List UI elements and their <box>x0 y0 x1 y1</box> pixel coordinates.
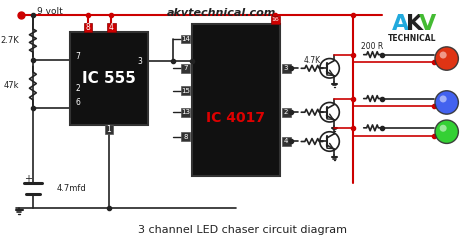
Circle shape <box>435 91 458 114</box>
Text: 2.7K: 2.7K <box>0 36 19 45</box>
Text: 2: 2 <box>75 84 80 93</box>
Text: 3 channel LED chaser circuit diagram: 3 channel LED chaser circuit diagram <box>138 225 347 235</box>
Text: 4: 4 <box>284 138 288 144</box>
Text: 14: 14 <box>181 36 190 42</box>
Text: 47k: 47k <box>4 81 19 90</box>
Text: 4: 4 <box>109 23 114 32</box>
Text: 13: 13 <box>181 109 190 115</box>
Text: 1: 1 <box>107 125 111 134</box>
Circle shape <box>435 47 458 70</box>
Bar <box>181 86 190 95</box>
Bar <box>282 137 291 146</box>
Bar <box>70 32 148 125</box>
Circle shape <box>440 52 447 59</box>
Bar <box>181 35 190 43</box>
Text: 8: 8 <box>183 134 188 140</box>
Text: 4.7K: 4.7K <box>303 56 320 65</box>
Text: 3: 3 <box>138 57 143 66</box>
Text: 2: 2 <box>284 109 288 115</box>
Text: K: K <box>406 14 423 34</box>
Text: A: A <box>392 14 409 34</box>
Bar <box>282 108 291 117</box>
Text: 7: 7 <box>75 52 80 61</box>
Text: 3: 3 <box>284 65 288 71</box>
Bar <box>83 23 92 32</box>
Text: 15: 15 <box>181 88 190 94</box>
Text: 8: 8 <box>86 23 91 32</box>
Text: 7: 7 <box>183 65 188 71</box>
Circle shape <box>435 120 458 144</box>
Circle shape <box>440 125 447 132</box>
Text: V: V <box>419 14 437 34</box>
Bar <box>181 64 190 73</box>
Text: akvtechnical.com: akvtechnical.com <box>166 8 276 18</box>
Text: IC 555: IC 555 <box>82 71 136 86</box>
Text: 9 volt: 9 volt <box>37 7 63 16</box>
Bar <box>105 125 113 134</box>
Text: +: + <box>24 174 32 184</box>
Circle shape <box>440 95 447 102</box>
Bar <box>107 23 116 32</box>
Bar <box>181 108 190 117</box>
Text: 200 R: 200 R <box>361 42 383 51</box>
Bar <box>271 15 280 24</box>
Text: 16: 16 <box>272 17 279 23</box>
Text: TECHNICAL: TECHNICAL <box>388 34 437 43</box>
Text: IC 4017: IC 4017 <box>206 111 265 125</box>
Text: 4.7mfd: 4.7mfd <box>56 184 86 193</box>
Text: 6: 6 <box>75 98 80 107</box>
Bar <box>282 64 291 73</box>
Bar <box>181 132 190 141</box>
Bar <box>192 24 280 176</box>
